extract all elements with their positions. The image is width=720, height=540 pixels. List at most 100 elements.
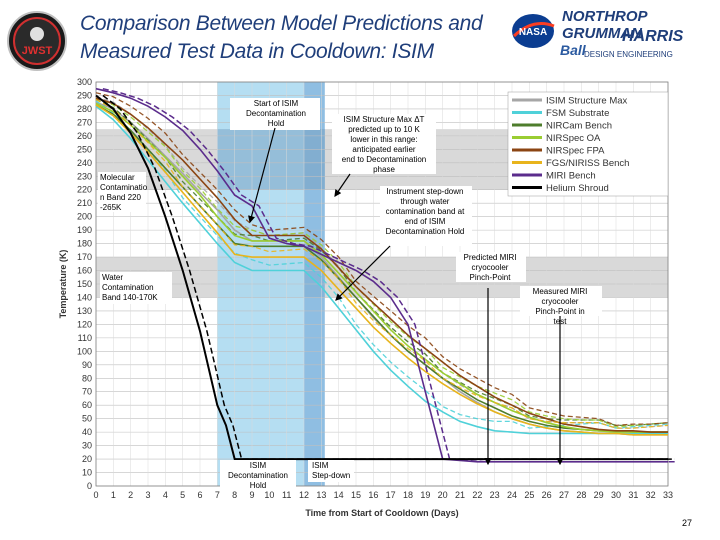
annotation-line: cryocooler xyxy=(472,263,509,272)
y-tick-label: 150 xyxy=(77,279,92,289)
x-tick-label: 24 xyxy=(507,490,517,500)
harris-logo: HARRIS xyxy=(622,28,684,45)
annotation-line: Contamination xyxy=(102,283,154,292)
annotation-text: Predicted MIRI cryocooler Pinch-Point xyxy=(464,253,517,282)
annotation-instrument-step: Instrument step-down through water contami… xyxy=(380,186,472,246)
x-tick-label: 7 xyxy=(215,490,220,500)
annotation-line: Molecular xyxy=(100,173,135,182)
annotation-line: Water xyxy=(102,273,123,282)
x-tick-label: 3 xyxy=(145,490,150,500)
northrop-logo: NORTHROP GRUMMAN xyxy=(562,8,648,42)
annotation-line: Predicted MIRI xyxy=(464,253,517,262)
series-model-line xyxy=(95,98,669,429)
x-tick-label: 23 xyxy=(490,490,500,500)
y-tick-label: 160 xyxy=(77,266,92,276)
y-tick-label: 80 xyxy=(82,373,92,383)
x-tick-label: 19 xyxy=(420,490,430,500)
annotation-line: Measured MIRI xyxy=(533,287,588,296)
y-tick-label: 130 xyxy=(77,306,92,316)
y-tick-label: 190 xyxy=(77,225,92,235)
x-tick-label: 8 xyxy=(232,490,237,500)
legend-label: FGS/NIRISS Bench xyxy=(546,158,629,169)
x-tick-label: 31 xyxy=(628,490,638,500)
annotation-decon-hold: ISIM Decontamination Hold xyxy=(220,460,296,490)
annotation-box xyxy=(380,186,472,246)
nasa-logo-text: NASA xyxy=(519,27,547,38)
annotation-molecular: Molecular Contaminatio n Band 220 -265K xyxy=(98,172,148,212)
annotation-line: contamination band at xyxy=(386,207,466,216)
band-overlap xyxy=(217,129,325,190)
y-tick-label: 180 xyxy=(77,239,92,249)
series-line xyxy=(95,104,668,436)
y-tick-label: 110 xyxy=(78,333,92,343)
x-tick-label: 9 xyxy=(249,490,254,500)
y-tick-label: 230 xyxy=(77,171,92,181)
x-tick-label: 0 xyxy=(93,490,98,500)
series-line xyxy=(95,97,668,433)
annotation-line: cryocooler xyxy=(542,297,579,306)
nasa-logo: NASA xyxy=(512,14,555,48)
arrow-decon-start xyxy=(248,127,276,224)
y-tick-label: 30 xyxy=(82,441,92,451)
annotation-box xyxy=(520,286,602,316)
annotation-line: n Band 220 xyxy=(100,193,141,202)
annotation-box xyxy=(98,172,146,212)
y-tick-label: 220 xyxy=(77,185,92,195)
y-tick-label: 0 xyxy=(87,481,92,491)
annotation-line: Start of ISIM xyxy=(254,99,299,108)
y-tick-label: 210 xyxy=(77,198,92,208)
y-tick-label: 90 xyxy=(82,360,92,370)
ball-logo: Ball xyxy=(560,42,586,58)
x-tick-label: 18 xyxy=(403,490,413,500)
annotation-stepdown: ISIM Step-down xyxy=(308,460,354,482)
x-tick-label: 13 xyxy=(316,490,326,500)
y-tick-label: 200 xyxy=(77,212,92,222)
x-tick-label: 11 xyxy=(282,490,291,500)
annotation-struct-max: ISIM Structure Max ΔT predicted up to 10 … xyxy=(332,114,436,174)
x-tick-label: 4 xyxy=(163,490,168,500)
annotation-line: Hold xyxy=(250,481,266,490)
y-axis-label: Temperature (K) xyxy=(58,250,68,319)
cooldown-chart: 0 10 20 30 40 50 60 70 80 90 100 110 120 130 140 150 160… xyxy=(0,70,720,520)
annotation-water: Water Contamination Band 140-170K xyxy=(100,272,172,304)
page-title: Comparison Between Model Predictions and… xyxy=(80,12,483,63)
annotation-text: ISIM Structure Max ΔT predicted up to 10 … xyxy=(342,115,427,174)
annotation-line: Step-down xyxy=(312,471,350,480)
annotation-text: Water Contamination Band 140-170K xyxy=(102,273,158,302)
annotation-decon-start: Start of ISIM Decontamination Hold xyxy=(230,98,320,130)
x-tick-label: 26 xyxy=(542,490,552,500)
annotation-box xyxy=(308,460,354,482)
x-tick-label: 25 xyxy=(524,490,534,500)
annotation-line: Decontamination xyxy=(228,471,288,480)
y-tick-label: 240 xyxy=(77,158,92,168)
x-tick-label: 15 xyxy=(351,490,361,500)
annotation-line: Pinch-Point xyxy=(470,273,512,282)
annotation-text: ISIM Step-down xyxy=(312,461,350,480)
y-tick-label: 250 xyxy=(77,144,92,154)
legend-box xyxy=(507,91,669,197)
y-tick-label: 60 xyxy=(82,400,92,410)
arrow-struct-max xyxy=(334,173,351,197)
annotation-line: Pinch-Point in xyxy=(535,307,584,316)
jwst-logo: JWST xyxy=(7,11,67,71)
x-tick-label: 22 xyxy=(472,490,482,500)
design-engineering-logo: DESIGN ENGINEERING xyxy=(584,50,673,59)
x-tick-label: 2 xyxy=(128,490,133,500)
legend-label: NIRCam Bench xyxy=(546,121,612,132)
legend-label: ISIM Structure Max xyxy=(546,96,628,107)
x-tick-label: 20 xyxy=(438,490,448,500)
annotation-text: Instrument step-down through water contami… xyxy=(386,187,466,236)
y-tick-label: 70 xyxy=(82,387,92,397)
y-tick-label: 290 xyxy=(77,90,92,100)
x-tick-label: 6 xyxy=(197,490,202,500)
x-tick-label: 12 xyxy=(299,490,309,500)
y-tick-label: 300 xyxy=(77,77,92,87)
x-tick-label: 10 xyxy=(264,490,274,500)
annotation-line: lower in this range: xyxy=(350,135,417,144)
y-tick-label: 10 xyxy=(82,468,92,478)
series-model-line xyxy=(102,87,675,463)
legend-label: FSM Substrate xyxy=(546,108,609,119)
x-tick-label: 30 xyxy=(611,490,621,500)
annotation-line: end to Decontamination xyxy=(342,155,427,164)
y-tick-label: 100 xyxy=(77,346,92,356)
